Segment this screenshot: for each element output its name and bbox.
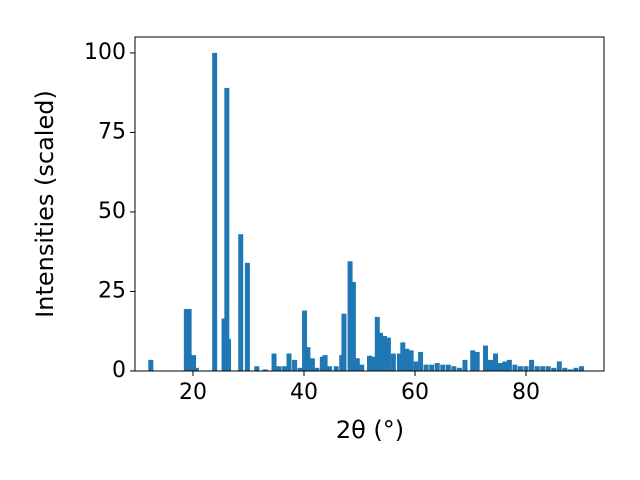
bar	[440, 364, 446, 371]
bar	[474, 351, 480, 371]
bar	[502, 361, 508, 371]
bar	[282, 366, 288, 371]
bar	[396, 353, 402, 371]
bar	[429, 364, 435, 371]
bar	[517, 366, 523, 371]
bar	[224, 87, 230, 372]
bar	[309, 358, 315, 371]
bar	[327, 366, 333, 371]
bar	[385, 337, 391, 371]
x-tick-label: 60	[401, 380, 429, 405]
plot-frame	[134, 36, 605, 372]
bar	[305, 347, 311, 371]
bar	[244, 262, 250, 371]
bar	[423, 364, 429, 371]
x-axis-label: 2θ (°)	[336, 416, 404, 444]
bar	[333, 366, 339, 371]
bar	[370, 356, 376, 371]
y-tick-label: 25	[98, 278, 126, 303]
bar	[556, 361, 562, 371]
y-tick-label: 50	[98, 199, 126, 224]
bar	[418, 351, 424, 371]
x-tick-label: 80	[512, 380, 540, 405]
bar	[347, 261, 353, 371]
bar	[400, 342, 406, 371]
bar	[374, 316, 380, 371]
y-tick-label: 75	[98, 119, 126, 144]
bar	[470, 350, 476, 371]
bar	[322, 355, 328, 371]
bar	[297, 367, 303, 371]
bar	[512, 364, 518, 371]
bar	[483, 345, 488, 371]
bar	[551, 367, 557, 371]
bar	[545, 366, 551, 371]
bar	[579, 366, 585, 371]
y-axis-label: Intensities (scaled)	[31, 90, 59, 318]
x-tick-label: 40	[290, 380, 318, 405]
y-tick-label: 100	[84, 40, 126, 65]
bar	[286, 353, 292, 371]
bar	[378, 332, 384, 371]
bar	[292, 359, 298, 371]
x-tick-label: 20	[179, 380, 207, 405]
bar	[540, 366, 546, 371]
bar	[390, 353, 396, 371]
bar	[573, 367, 579, 371]
bar	[462, 359, 468, 371]
bar	[408, 350, 414, 371]
bar	[193, 367, 199, 371]
bar	[534, 366, 540, 371]
bar	[350, 281, 356, 371]
bar	[191, 355, 197, 371]
bar	[445, 364, 451, 371]
bar	[302, 310, 308, 371]
y-tick-label: 0	[112, 358, 126, 383]
bar	[226, 339, 232, 371]
bar	[183, 308, 189, 371]
bar	[506, 359, 512, 371]
bar	[186, 308, 192, 371]
bar	[562, 367, 568, 371]
bar	[451, 366, 457, 371]
bar	[314, 367, 320, 371]
bar	[354, 358, 360, 371]
bar	[381, 336, 387, 371]
bar	[221, 318, 227, 371]
bar	[276, 366, 282, 371]
bar	[492, 353, 498, 371]
bar	[367, 355, 372, 371]
bar	[254, 366, 260, 371]
bar	[319, 356, 325, 371]
bar	[404, 348, 410, 371]
bar	[523, 366, 529, 371]
bar	[148, 359, 154, 371]
bar	[456, 367, 462, 371]
bar	[529, 359, 535, 371]
bar	[434, 363, 440, 371]
bar	[341, 313, 347, 371]
bar	[271, 353, 277, 371]
bar	[262, 369, 268, 371]
bar	[238, 234, 244, 371]
bar	[567, 369, 573, 371]
bar	[487, 359, 493, 371]
bar	[413, 361, 419, 371]
bar	[497, 363, 503, 371]
bar	[359, 364, 365, 371]
bar	[212, 52, 218, 372]
